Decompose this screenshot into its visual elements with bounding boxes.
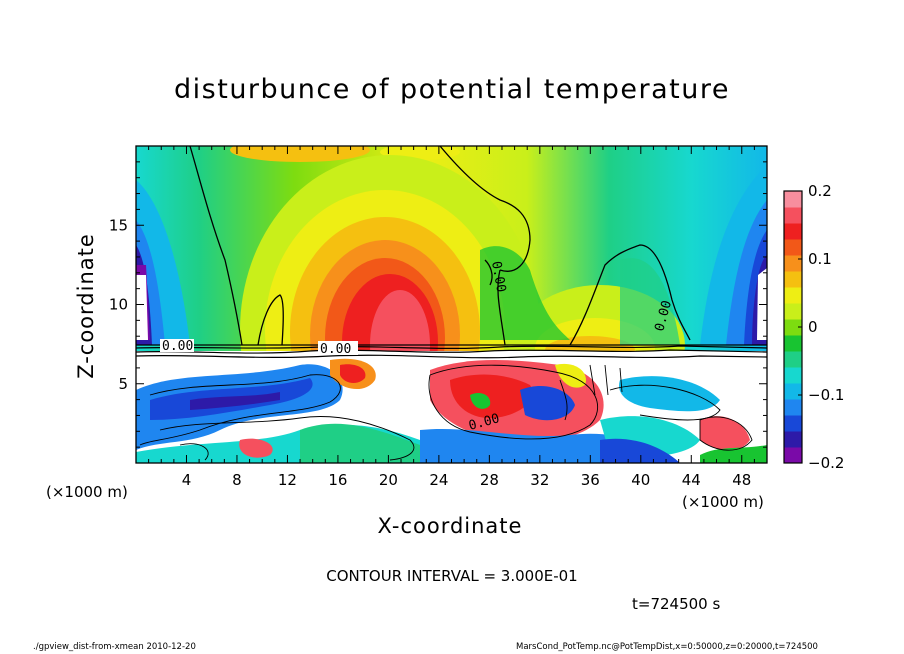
colorbar-segment (784, 255, 802, 272)
top-warm-band (230, 146, 370, 162)
lower-green-streak (300, 423, 420, 463)
mix-blue-blob (520, 385, 575, 421)
contour-label-bg (318, 341, 358, 355)
colorbar-segment (784, 367, 802, 384)
y-tick-label: 10 (109, 296, 128, 314)
colorbar-tick-label: 0.1 (808, 250, 832, 268)
colorbar-segment (784, 415, 802, 432)
colorbar-segment (784, 223, 802, 240)
contour-label: 0.00 (320, 342, 351, 357)
x-axis: 4 8 12 16 20 24 28 32 36 40 44 48 (148, 146, 755, 489)
colorbar-segment (784, 431, 802, 448)
colorbar-segment (784, 287, 802, 304)
x-axis-label: X-coordinate (377, 514, 523, 538)
field-layer (136, 146, 767, 463)
colorbar-segment (784, 303, 802, 320)
y-axis: 5 10 15 (109, 161, 767, 448)
x-tick-label: 4 (182, 471, 192, 489)
cyan-tongue (620, 258, 680, 345)
contour-interval: CONTOUR INTERVAL = 3.000E-01 (326, 567, 578, 585)
lower-red-spot (239, 438, 273, 458)
x-tick-label: 40 (631, 471, 650, 489)
green-tongue (480, 246, 570, 340)
y-axis-label: Z-coordinate (74, 233, 98, 379)
left-white-patch (136, 275, 148, 340)
contour-label: 0.00 (162, 339, 193, 354)
mix-region-2 (450, 374, 533, 419)
x-tick-label: 32 (530, 471, 549, 489)
colorbar-segment (784, 319, 802, 336)
colorbar-tick-label: −0.2 (808, 454, 844, 472)
colorbar-segment (784, 383, 802, 400)
x-tick-label: 48 (732, 471, 751, 489)
colorbar-segment (784, 447, 802, 464)
lower-red-blob (340, 364, 366, 384)
contour-line (589, 364, 623, 396)
footer-script: ./gpview_dist-from-xmean 2010-12-20 (33, 642, 196, 652)
mix-green-blob (470, 393, 491, 409)
chart-title: disturbunce of potential temperature (174, 74, 730, 105)
x-tick-label: 28 (480, 471, 499, 489)
y-tick-label: 15 (109, 216, 128, 234)
colorbar-segment (784, 335, 802, 352)
contour-line (159, 416, 415, 461)
colorbar-tick-label: 0.2 (808, 182, 832, 200)
zero-contour-top (439, 146, 531, 272)
contour-line (136, 354, 767, 359)
lower-blue-core (190, 392, 280, 410)
contour-line (559, 379, 568, 421)
zero-contour-left (189, 146, 243, 346)
colorbar: 0.2 0.1 0 −0.1 −0.2 (783, 182, 844, 472)
x-tick-label: 16 (328, 471, 347, 489)
contour-line (139, 374, 341, 446)
x-tick-label: 8 (232, 471, 242, 489)
contour-line (136, 345, 767, 349)
lower-contours (139, 364, 753, 461)
x-tick-label: 12 (278, 471, 297, 489)
x-unit-right: (×1000 m) (682, 493, 764, 511)
y-tick-label: 5 (118, 375, 128, 393)
zero-contour-small (484, 259, 493, 286)
contour-line (609, 384, 721, 421)
x-tick-label: 20 (379, 471, 398, 489)
contour-line (428, 364, 599, 440)
lower-right-green (700, 445, 767, 463)
lower-right-blue-2 (600, 438, 680, 463)
x-tick-label: 24 (429, 471, 448, 489)
colorbar-segment (784, 351, 802, 368)
zero-contour-loop (257, 294, 284, 346)
colorbar-segment (784, 191, 802, 208)
zero-contour-right (569, 244, 691, 346)
colorbar-segment (784, 271, 802, 288)
contour-label-bg (160, 339, 194, 352)
zero-contour-drop (497, 269, 506, 346)
contour-line (699, 416, 753, 451)
lower-right-red (700, 416, 750, 451)
boundary-contours (136, 344, 767, 359)
x-unit-left: (×1000 m) (46, 483, 128, 501)
colorbar-segment (784, 399, 802, 416)
zero-contours (189, 146, 691, 346)
contour-label: 0.00 (488, 260, 508, 293)
footer-source: MarsCond_PotTemp.nc@PotTempDist,x=0:5000… (516, 642, 818, 652)
contour-line (179, 443, 209, 461)
colorbar-segment (784, 239, 802, 256)
colorbar-tick-label: −0.1 (808, 386, 844, 404)
colorbar-tick-label: 0 (808, 318, 818, 336)
x-tick-label: 36 (581, 471, 600, 489)
contour-line (136, 349, 767, 354)
x-tick-label: 44 (682, 471, 701, 489)
colorbar-segment (784, 207, 802, 224)
time-stamp: t=724500 s (632, 595, 721, 613)
